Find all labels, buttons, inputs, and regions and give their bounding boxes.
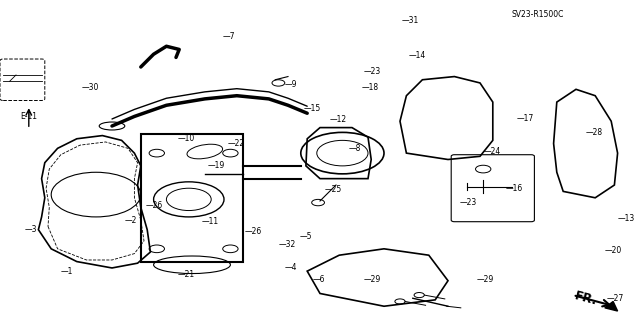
Text: —11: —11	[202, 217, 219, 226]
Text: —4: —4	[285, 263, 298, 272]
Text: —1: —1	[61, 267, 73, 276]
Text: —23: —23	[364, 67, 381, 76]
Text: —18: —18	[362, 83, 379, 92]
Text: —28: —28	[586, 128, 603, 137]
Text: —23: —23	[460, 198, 477, 207]
Text: —30: —30	[82, 83, 99, 92]
Text: —9: —9	[285, 80, 298, 89]
Text: —27: —27	[607, 294, 624, 303]
Text: —25: —25	[325, 185, 342, 194]
Text: —15: —15	[304, 104, 321, 113]
Text: —26: —26	[244, 227, 262, 236]
Text: —2: —2	[125, 216, 137, 225]
Text: —29: —29	[364, 275, 381, 284]
Text: —5: —5	[300, 232, 312, 241]
Text: —32: —32	[278, 240, 296, 249]
Text: —21: —21	[178, 270, 195, 279]
Text: —16: —16	[506, 184, 523, 193]
Text: —29: —29	[477, 275, 494, 284]
Text: —3: —3	[24, 225, 37, 234]
Text: FR.: FR.	[573, 289, 598, 308]
Text: —24: —24	[483, 147, 500, 156]
Text: —20: —20	[605, 246, 622, 255]
Text: —17: —17	[517, 114, 534, 122]
Text: —7: —7	[223, 32, 236, 41]
Polygon shape	[605, 301, 618, 311]
Text: —10: —10	[178, 134, 195, 143]
Text: SV23-R1500C: SV23-R1500C	[511, 10, 564, 19]
Text: E-11: E-11	[20, 112, 37, 121]
Text: —13: —13	[618, 214, 635, 223]
Text: —8: —8	[349, 144, 361, 153]
Text: —12: —12	[330, 115, 347, 124]
Text: —19: —19	[208, 161, 225, 170]
Text: —6: —6	[312, 275, 325, 284]
Text: —31: —31	[402, 16, 419, 25]
Text: —14: —14	[408, 51, 426, 60]
Text: —22: —22	[227, 139, 244, 148]
Text: —26: —26	[146, 201, 163, 210]
